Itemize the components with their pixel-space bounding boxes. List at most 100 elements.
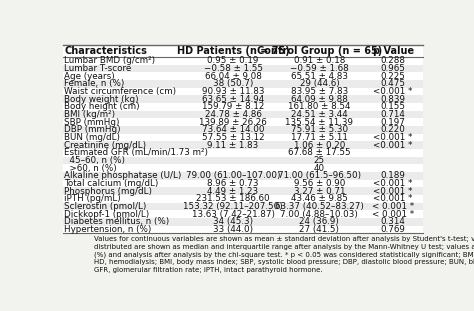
Text: 67.68 ± 17.55: 67.68 ± 17.55 — [288, 148, 351, 157]
Text: 38 (50.7): 38 (50.7) — [213, 79, 253, 88]
Text: 27 (41.5): 27 (41.5) — [300, 225, 339, 234]
Text: 3.27 ± 0.71: 3.27 ± 0.71 — [294, 187, 345, 196]
Bar — [63, 141, 423, 149]
Bar — [63, 57, 423, 65]
Text: 73.64 ± 14.00: 73.64 ± 14.00 — [202, 125, 264, 134]
Text: Characteristics: Characteristics — [64, 46, 147, 56]
Text: 0.155: 0.155 — [381, 102, 406, 111]
Text: p Value: p Value — [373, 46, 414, 56]
Text: Phosphorus (mg/dL): Phosphorus (mg/dL) — [64, 187, 153, 196]
Text: 64.09 ± 9.88: 64.09 ± 9.88 — [291, 95, 348, 104]
Bar — [63, 202, 423, 210]
Bar — [63, 156, 423, 164]
Bar — [63, 80, 423, 88]
Text: 25: 25 — [314, 156, 325, 165]
Text: 63.65 ± 14.94: 63.65 ± 14.94 — [202, 95, 264, 104]
Text: Female, n (%): Female, n (%) — [64, 79, 125, 88]
Text: 65.51 ± 4.83: 65.51 ± 4.83 — [291, 72, 348, 81]
Bar — [63, 72, 423, 80]
Bar — [63, 164, 423, 172]
Text: 0.220: 0.220 — [381, 125, 406, 134]
Text: Lumbar T-score: Lumbar T-score — [64, 64, 132, 73]
Text: <0.001 *: <0.001 * — [374, 133, 413, 142]
Text: 17.71 ± 5.11: 17.71 ± 5.11 — [291, 133, 348, 142]
Text: Waist circumference (cm): Waist circumference (cm) — [64, 87, 176, 96]
Text: 159.79 ± 8.12: 159.79 ± 8.12 — [202, 102, 264, 111]
Bar — [63, 111, 423, 118]
Text: Age (years): Age (years) — [64, 72, 115, 81]
Bar — [63, 103, 423, 111]
Text: Values for continuous variables are shown as mean ± standard deviation after ana: Values for continuous variables are show… — [94, 236, 474, 272]
Text: <0.001 *: <0.001 * — [374, 179, 413, 188]
Bar — [63, 195, 423, 202]
Text: Diabetes mellitus, n (%): Diabetes mellitus, n (%) — [64, 217, 170, 226]
Text: 139.89 ± 26.26: 139.89 ± 26.26 — [199, 118, 267, 127]
Text: 135.54 ± 11.39: 135.54 ± 11.39 — [285, 118, 354, 127]
Text: 0.189: 0.189 — [381, 171, 406, 180]
Text: 29 (44.6): 29 (44.6) — [300, 79, 339, 88]
Bar — [63, 88, 423, 95]
Text: 8.96 ± 0.73: 8.96 ± 0.73 — [207, 179, 259, 188]
Text: 57.55 ± 13.12: 57.55 ± 13.12 — [202, 133, 264, 142]
Text: 7.00 (4.88–10.03): 7.00 (4.88–10.03) — [281, 210, 358, 219]
Bar — [63, 179, 423, 187]
Text: 9.56 ± 0.90: 9.56 ± 0.90 — [294, 179, 345, 188]
Text: −0.59 ± 1.68: −0.59 ± 1.68 — [290, 64, 349, 73]
Text: <0.001 *: <0.001 * — [374, 194, 413, 203]
Bar — [63, 218, 423, 225]
Text: 0.475: 0.475 — [381, 79, 406, 88]
Text: Hypertension, n (%): Hypertension, n (%) — [64, 225, 152, 234]
Text: 9.11 ± 1.83: 9.11 ± 1.83 — [208, 141, 259, 150]
Text: 231.53 ± 186.60: 231.53 ± 186.60 — [196, 194, 270, 203]
Text: <0.001 *: <0.001 * — [374, 187, 413, 196]
Text: Body height (cm): Body height (cm) — [64, 102, 140, 111]
Text: 0.225: 0.225 — [381, 72, 406, 81]
Text: DBP (mmHg): DBP (mmHg) — [64, 125, 121, 134]
Bar — [63, 225, 423, 233]
Text: < 0.001 *: < 0.001 * — [372, 210, 414, 219]
Text: Dickkopf-1 (pmol/L): Dickkopf-1 (pmol/L) — [64, 210, 150, 219]
Text: 161.80 ± 8.54: 161.80 ± 8.54 — [288, 102, 351, 111]
Bar — [63, 134, 423, 141]
Text: 79.00 (61.00–107.00): 79.00 (61.00–107.00) — [186, 171, 280, 180]
Text: 0.288: 0.288 — [381, 56, 406, 65]
Bar — [63, 149, 423, 156]
Text: 4.49 ± 1.23: 4.49 ± 1.23 — [208, 187, 259, 196]
Text: iPTH (pg/mL): iPTH (pg/mL) — [64, 194, 121, 203]
Text: 0.714: 0.714 — [381, 110, 406, 119]
Text: 153.32 (92.11–207.50): 153.32 (92.11–207.50) — [183, 202, 283, 211]
Text: 24.78 ± 4.86: 24.78 ± 4.86 — [205, 110, 262, 119]
Text: 0.197: 0.197 — [381, 118, 406, 127]
Text: 75.91 ± 5.30: 75.91 ± 5.30 — [291, 125, 348, 134]
Text: 66.04 ± 9.08: 66.04 ± 9.08 — [205, 72, 262, 81]
Text: 45–60, n (%): 45–60, n (%) — [64, 156, 126, 165]
Text: 63.37 (40.52–83.27): 63.37 (40.52–83.27) — [275, 202, 364, 211]
Text: 24 (36.9): 24 (36.9) — [300, 217, 339, 226]
Text: BMI (kg/m²): BMI (kg/m²) — [64, 110, 116, 119]
Text: Sclerostin (pmol/L): Sclerostin (pmol/L) — [64, 202, 147, 211]
Bar — [63, 95, 423, 103]
Text: < 0.001 *: < 0.001 * — [372, 202, 414, 211]
Text: 43.46 ± 9.85: 43.46 ± 9.85 — [291, 194, 348, 203]
Text: BUN (mg/dL): BUN (mg/dL) — [64, 133, 120, 142]
Text: 0.91 ± 0.18: 0.91 ± 0.18 — [294, 56, 345, 65]
Text: 0.965: 0.965 — [381, 64, 406, 73]
Bar — [63, 172, 423, 179]
Text: 34 (45.3): 34 (45.3) — [213, 217, 253, 226]
Bar — [63, 210, 423, 218]
Text: <0.001 *: <0.001 * — [374, 141, 413, 150]
Text: Alkaline phosphatase (U/L): Alkaline phosphatase (U/L) — [64, 171, 182, 180]
Text: 13.63 (7.42–21.87): 13.63 (7.42–21.87) — [191, 210, 274, 219]
Text: HD Patients (n = 75): HD Patients (n = 75) — [177, 46, 290, 56]
Text: Creatinine (mg/dL): Creatinine (mg/dL) — [64, 141, 146, 150]
Text: Control Group (n = 65): Control Group (n = 65) — [257, 46, 382, 56]
Text: >60, n (%): >60, n (%) — [64, 164, 117, 173]
Text: 40: 40 — [314, 164, 325, 173]
Text: 1.06 ± 0.20: 1.06 ± 0.20 — [294, 141, 345, 150]
Text: 33 (44.0): 33 (44.0) — [213, 225, 253, 234]
Text: Lumbar BMD (g/cm²): Lumbar BMD (g/cm²) — [64, 56, 155, 65]
Text: 71.00 (61.5–96.50): 71.00 (61.5–96.50) — [278, 171, 361, 180]
Text: 90.93 ± 11.83: 90.93 ± 11.83 — [202, 87, 264, 96]
Text: <0.001 *: <0.001 * — [374, 87, 413, 96]
Bar — [63, 126, 423, 134]
